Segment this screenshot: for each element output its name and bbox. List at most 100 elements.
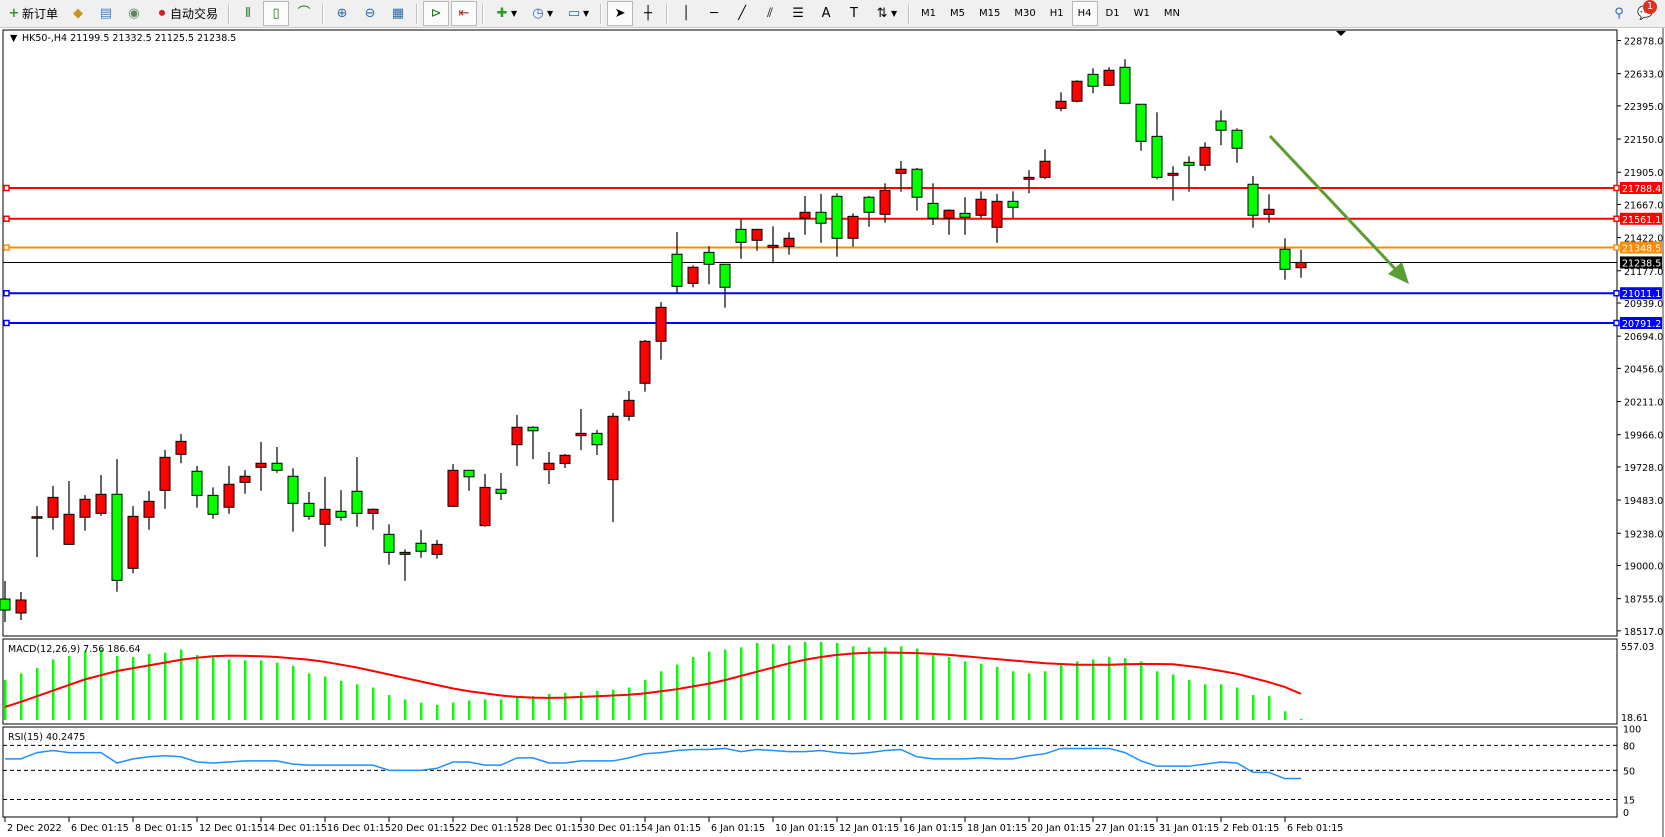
rsi-axis-label: 15 [1623, 796, 1635, 807]
candle-body [1295, 261, 1307, 269]
toolbar-separator [416, 3, 419, 24]
market-watch-button[interactable]: ▤ [93, 1, 119, 26]
timeframe-m30[interactable]: M30 [1014, 8, 1036, 19]
notifications-button[interactable]: 💬 1 [1637, 0, 1657, 22]
level-handle-icon[interactable] [3, 289, 10, 297]
level-handle-icon[interactable] [3, 215, 10, 223]
timeframe-w1[interactable]: W1 [1133, 8, 1150, 19]
auto-trading-button[interactable]: ⏺ 自动交易 [149, 1, 223, 26]
level-handle-icon[interactable] [1613, 244, 1620, 251]
macd-histogram-bar [804, 642, 807, 720]
macd-pane [4, 642, 1303, 720]
timeframe-h1[interactable]: H1 [1049, 8, 1064, 19]
macd-histogram-bar [420, 702, 423, 720]
trend-arrow-line[interactable] [1268, 134, 1402, 276]
level-handle-icon[interactable] [1613, 215, 1620, 223]
macd-histogram-bar [1044, 671, 1047, 720]
level-handle-icon[interactable] [3, 244, 10, 251]
candle-body [1119, 66, 1131, 104]
line-chart-button[interactable]: ⌒ [291, 1, 317, 26]
search-icon[interactable]: ⚲ [1614, 5, 1624, 21]
indicators-button[interactable]: ✚ ▼ [489, 1, 523, 26]
price-axis-label: 20694.0 [1624, 332, 1663, 343]
level-price-tag [1620, 182, 1662, 194]
candle-body [639, 340, 651, 384]
price-axis-label: 22878.0 [1624, 36, 1663, 47]
text-button[interactable]: A [813, 1, 839, 26]
macd-histogram-bar [468, 700, 471, 720]
macd-histogram-bar [356, 684, 359, 720]
price-axis-label: 18755.0 [1624, 595, 1663, 606]
periods-button[interactable]: ◷ ▼ [525, 1, 559, 26]
level-handle-icon[interactable] [1613, 319, 1620, 327]
level-price-label: 21238.5 [1622, 258, 1661, 269]
rsi-pane-frame[interactable] [2, 726, 1618, 818]
macd-histogram-bar [1092, 659, 1095, 720]
vertical-line-button[interactable]: │ [673, 1, 699, 26]
horizontal-line-button[interactable]: ─ [701, 1, 727, 26]
price-axis-label: 21422.0 [1624, 234, 1663, 245]
crosshair-button[interactable]: ┼ [635, 1, 661, 26]
tile-windows-button[interactable]: ▦ [385, 1, 411, 26]
horizontal-levels: 21788.4 21561.1 21348.5 21238.5 21011.1 20791… [3, 182, 1662, 330]
candle-body [959, 212, 971, 218]
level-handle-icon[interactable] [3, 184, 10, 192]
main-pane[interactable] [2, 29, 1618, 637]
equidistant-channel-icon: ⫽ [767, 5, 773, 21]
macd-histogram-bar [196, 655, 199, 720]
equidistant-channel-button[interactable]: ⫽ [757, 1, 783, 26]
candle-body [671, 253, 683, 287]
macd-histogram-bar [932, 655, 935, 720]
new-order-button[interactable]: + 新订单 [1, 1, 63, 26]
candlestick-button[interactable]: ▯ [263, 1, 290, 26]
timeframe-m1[interactable]: M1 [921, 8, 937, 19]
toolbar-separator [666, 3, 669, 24]
level-handle-icon[interactable] [1613, 184, 1620, 192]
zoom-out-button[interactable]: ⊖ [357, 1, 383, 26]
macd-histogram-bar [644, 679, 647, 720]
macd-histogram-bar [452, 702, 455, 720]
macd-axis-bottom: 18.61 [1621, 713, 1648, 724]
chart-shift-marker-icon[interactable] [1336, 31, 1346, 36]
timeframe-mn[interactable]: MN [1163, 8, 1180, 19]
macd-histogram-bar [180, 649, 183, 720]
toolbar-separator [322, 3, 325, 24]
macd-pane-frame[interactable] [2, 638, 1618, 725]
text-label-button[interactable]: T [841, 1, 867, 26]
cursor-button[interactable]: ➤ [607, 1, 634, 26]
trendline-button[interactable]: ╱ [729, 1, 755, 26]
timeframe-h4[interactable]: H4 [1071, 1, 1098, 26]
macd-histogram-bar [276, 662, 279, 720]
navigator-button[interactable]: ◆ [65, 1, 91, 26]
chart-header-arrow-icon[interactable]: ▼ [10, 33, 18, 44]
price-axis-label: 21905.0 [1624, 168, 1663, 179]
new-order-icon: + [8, 5, 20, 21]
level-handle-icon[interactable] [3, 319, 10, 327]
level-handle-icon[interactable] [1613, 289, 1620, 297]
macd-histogram-bar [772, 644, 775, 720]
time-axis-label: 6 Feb 01:15 [1287, 823, 1343, 834]
auto-scroll-button[interactable]: ⊳ [423, 1, 450, 26]
tile-windows-icon: ▦ [391, 5, 405, 21]
zoom-in-button[interactable]: ⊕ [329, 1, 355, 26]
price-axis-label: 18517.0 [1624, 627, 1663, 638]
arrows-button[interactable]: ⇅ ▼ [869, 1, 903, 26]
price-axis-label: 19483.0 [1624, 496, 1663, 507]
chart-shift-button[interactable]: ⇤ [451, 1, 478, 26]
candle-body [1007, 200, 1019, 208]
candle-body [751, 228, 763, 241]
signals-button[interactable]: ◉ [121, 1, 147, 26]
candle-body [271, 462, 283, 471]
timeframe-d1[interactable]: D1 [1105, 8, 1120, 19]
templates-icon: ▭ [567, 5, 581, 21]
zoom-in-icon: ⊕ [336, 5, 348, 21]
chart-canvas[interactable]: 21788.4 21561.1 21348.5 21238.5 21011.1 20791… [0, 28, 1665, 837]
timeframe-m5[interactable]: M5 [950, 8, 966, 19]
fibonacci-button[interactable]: ☰ [785, 1, 811, 26]
candle-body [431, 543, 443, 555]
timeframe-m15[interactable]: M15 [979, 8, 1001, 19]
templates-button[interactable]: ▭ ▼ [561, 1, 595, 26]
bar-chart-button[interactable]: ⫴ [235, 1, 261, 26]
time-axis-label: 12 Dec 01:15 [199, 823, 263, 834]
chart-window[interactable]: 21788.4 21561.1 21348.5 21238.5 21011.1 20791… [0, 28, 1665, 837]
